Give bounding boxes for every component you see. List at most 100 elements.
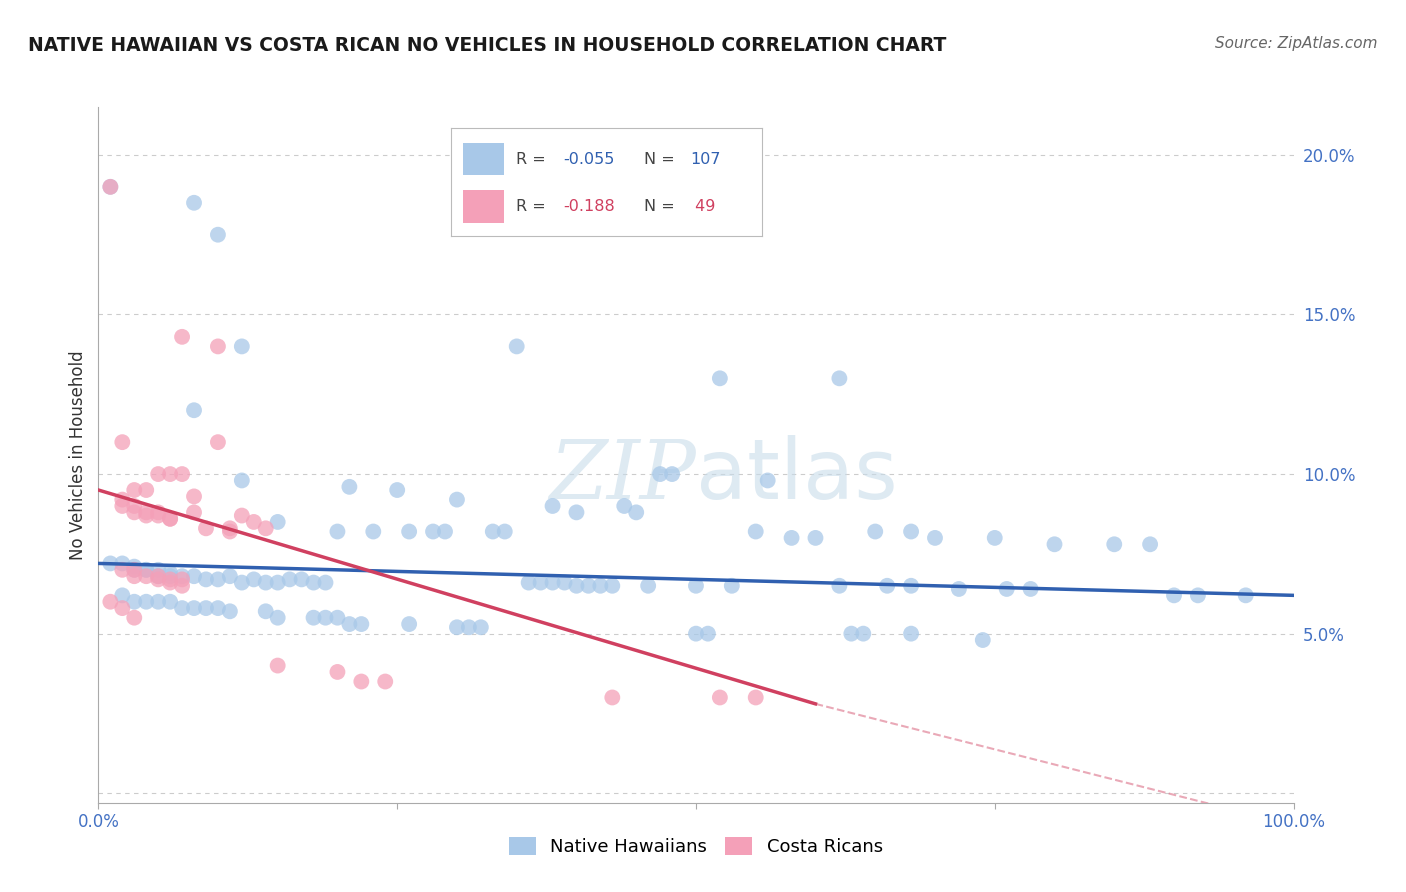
Point [148,569,170,583]
Text: NATIVE HAWAIIAN VS COSTA RICAN NO VEHICLES IN HOUSEHOLD CORRELATION CHART: NATIVE HAWAIIAN VS COSTA RICAN NO VEHICL… [28,36,946,54]
Point [326,524,349,539]
Point [135,508,157,523]
Point [111,492,134,507]
Point [195,601,218,615]
Point [648,467,672,481]
Point [159,573,181,587]
Point [302,610,325,624]
Point [756,474,779,488]
Point [1163,588,1185,602]
Point [148,595,170,609]
Point [172,467,194,481]
Point [135,563,157,577]
Point [709,371,731,385]
Point [291,573,314,587]
Point [183,195,205,210]
Point [267,575,290,590]
Point [183,403,205,417]
Point [948,582,970,596]
Point [254,575,277,590]
Point [1139,537,1161,551]
Point [900,524,922,539]
Point [541,499,564,513]
Point [721,579,744,593]
Point [350,617,373,632]
Point [267,658,290,673]
Text: atlas: atlas [696,435,897,516]
Point [924,531,946,545]
Point [148,505,170,519]
Point [124,505,146,519]
Point [828,579,851,593]
Point [1187,588,1209,602]
Point [709,690,731,705]
Point [172,601,194,615]
Point [470,620,492,634]
Point [326,610,349,624]
Point [159,467,181,481]
Point [172,569,194,583]
Point [267,610,290,624]
Point [685,579,707,593]
Point [385,483,409,497]
Point [374,674,396,689]
Point [517,575,540,590]
Point [159,566,181,580]
Point [148,508,170,523]
Point [398,617,420,632]
Point [219,569,242,583]
Point [135,563,157,577]
Point [231,474,253,488]
Point [745,524,768,539]
Point [159,595,181,609]
Point [207,435,229,450]
Point [231,339,253,353]
Point [207,601,229,615]
Point [267,515,290,529]
Point [339,617,361,632]
Point [876,579,898,593]
Point [159,512,181,526]
Point [900,626,922,640]
Point [124,563,146,577]
Point [398,524,420,539]
Point [1019,582,1042,596]
Point [1043,537,1066,551]
Point [111,557,134,571]
Point [98,595,122,609]
Point [111,588,134,602]
Point [243,515,266,529]
Point [278,573,301,587]
Point [900,579,922,593]
Point [481,524,505,539]
Point [183,490,205,504]
Point [195,521,218,535]
Point [111,601,134,615]
Point [780,531,803,545]
Point [183,505,205,519]
Point [339,480,361,494]
Point [207,573,229,587]
Point [494,524,516,539]
Point [148,569,170,583]
Point [135,595,157,609]
Point [159,569,181,583]
Point [972,633,994,648]
Point [315,610,337,624]
Point [172,579,194,593]
Point [637,579,659,593]
Point [841,626,863,640]
Point [995,582,1018,596]
Point [804,531,827,545]
Point [219,524,242,539]
Point [434,524,457,539]
Point [865,524,887,539]
Point [626,505,648,519]
Point [231,575,253,590]
Point [219,521,242,535]
Point [98,557,122,571]
Point [254,604,277,618]
Point [254,521,277,535]
Point [111,499,134,513]
Legend: Native Hawaiians, Costa Ricans: Native Hawaiians, Costa Ricans [502,830,890,863]
